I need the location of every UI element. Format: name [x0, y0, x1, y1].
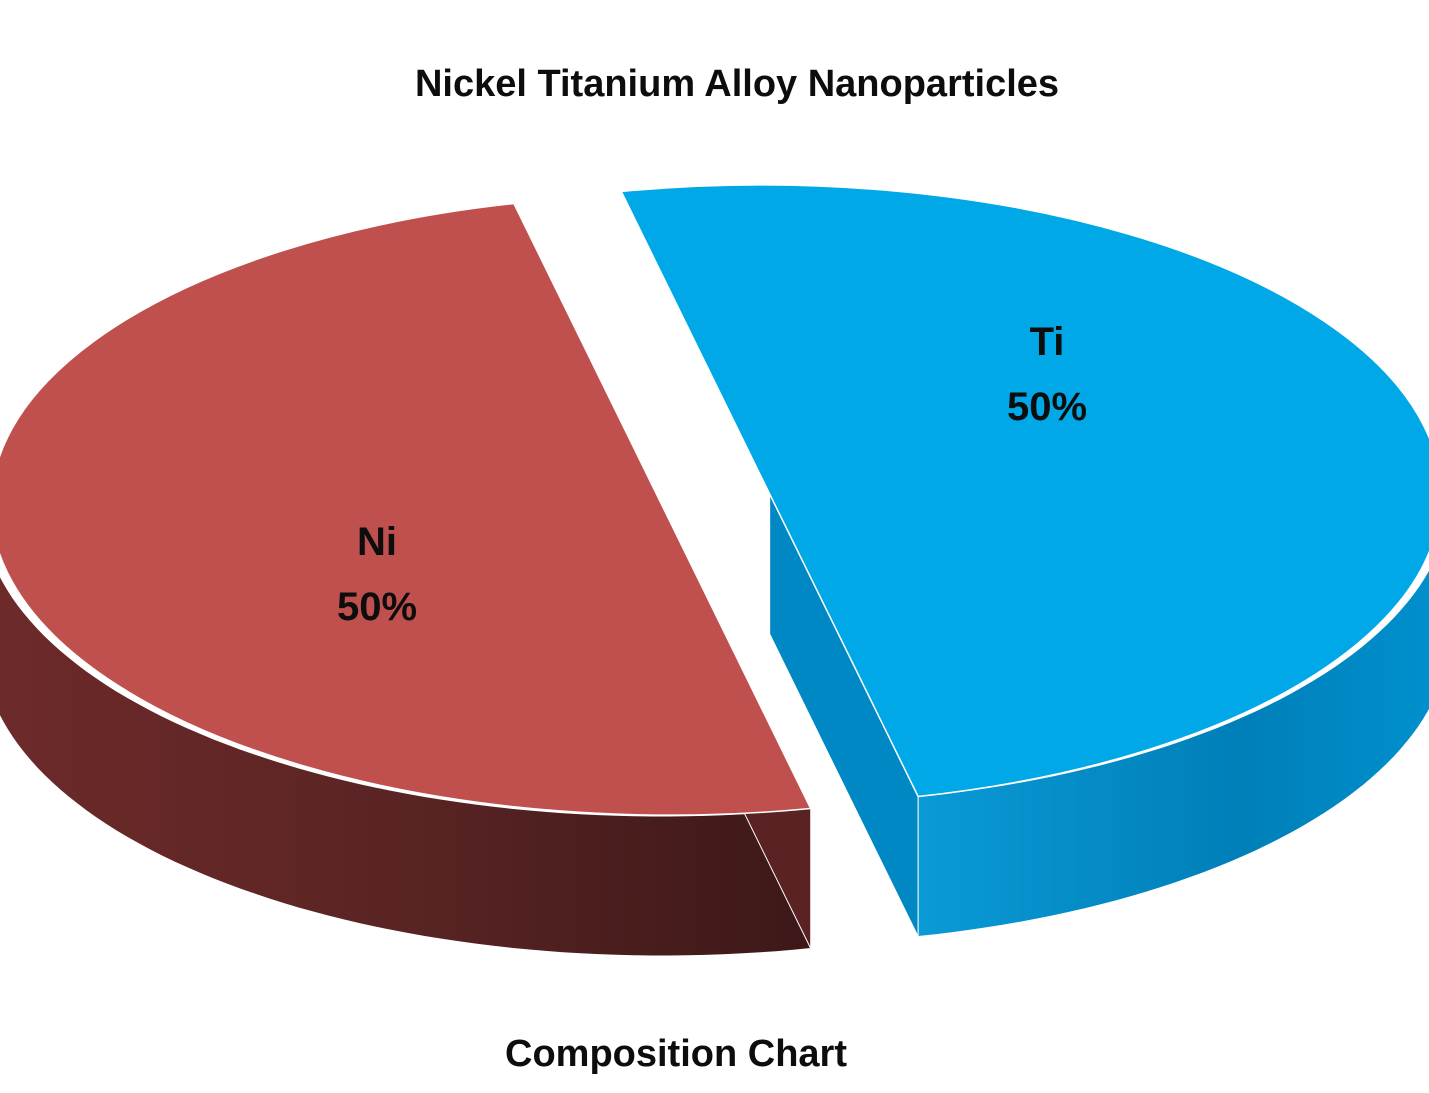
slice-value-label-ti: 50%: [1007, 385, 1087, 429]
slice-side-wall-ti: [0, 575, 812, 957]
slice-ni: [620, 184, 1429, 938]
slices-layer: Ni 50% Ti 50%: [0, 184, 1429, 957]
slice-ti: [0, 202, 812, 957]
chart-title: Nickel Titanium Alloy Nanoparticles: [415, 63, 1059, 105]
slice-top-ti: [0, 202, 812, 816]
slice-label-ni: Ni: [357, 520, 397, 564]
slice-label-ti: Ti: [1030, 320, 1065, 364]
slice-value-label-ni: 50%: [337, 585, 417, 629]
slice-top-ni: [620, 184, 1429, 798]
chart-subtitle: Composition Chart: [505, 1033, 847, 1075]
